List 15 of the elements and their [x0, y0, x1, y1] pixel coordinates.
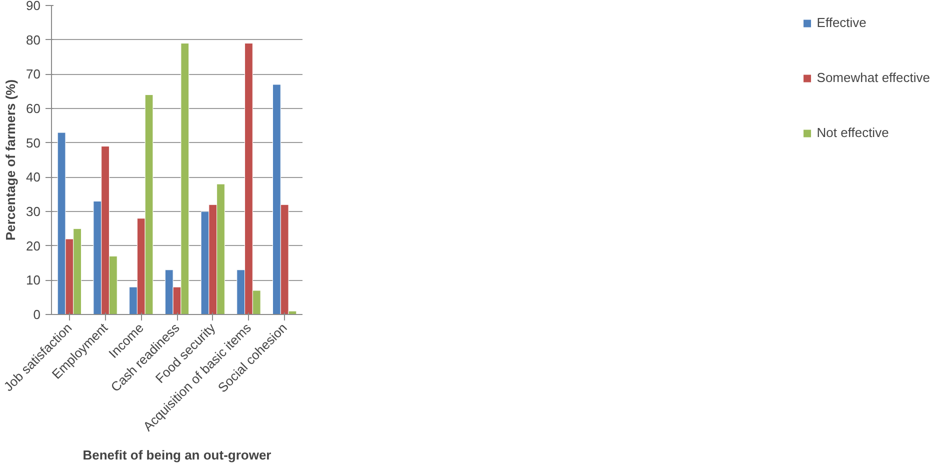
- y-axis-title: Percentage of farmers (%): [3, 79, 18, 241]
- y-tick-label: 90: [26, 0, 41, 13]
- y-tick-label: 40: [26, 170, 41, 185]
- legend-label: Effective: [816, 15, 866, 30]
- y-tick-label: 50: [26, 135, 41, 150]
- y-tick-label: 0: [33, 307, 41, 322]
- y-tick-label: 70: [26, 66, 41, 82]
- y-tick-label: 10: [26, 272, 41, 288]
- y-tick-label: 80: [26, 32, 41, 48]
- y-tick-label: 30: [26, 204, 41, 219]
- legend-label: Not effective: [816, 125, 889, 140]
- y-tick-label: 60: [26, 101, 41, 116]
- legend-label: Somewhat effective: [816, 70, 930, 85]
- x-axis-title: Benefit of being an out-grower: [82, 447, 272, 462]
- y-tick-label: 20: [26, 238, 41, 254]
